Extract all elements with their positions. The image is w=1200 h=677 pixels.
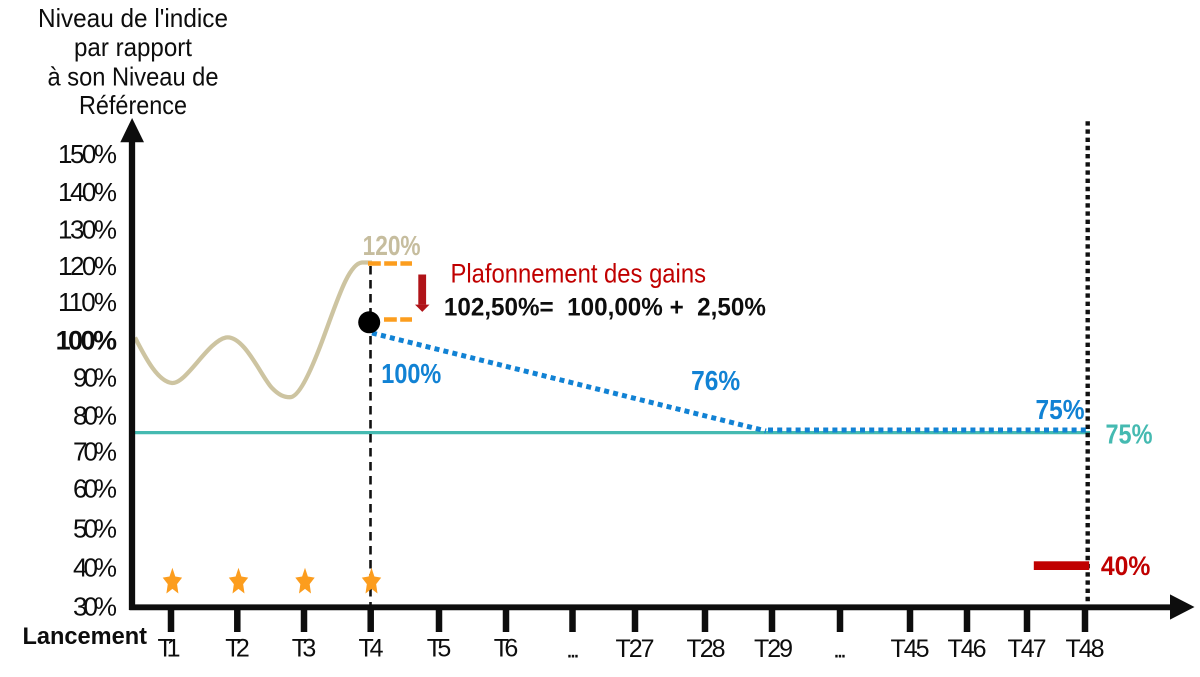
svg-text:T2: T2	[225, 635, 250, 663]
svg-text:T4: T4	[359, 635, 384, 663]
svg-text:T28: T28	[687, 635, 726, 663]
svg-text:70%: 70%	[73, 437, 117, 467]
svg-text:à son Niveau de: à son Niveau de	[48, 62, 219, 92]
svg-text:80%: 80%	[73, 401, 117, 431]
svg-text:100%: 100%	[381, 358, 441, 389]
svg-text:120%: 120%	[363, 230, 421, 261]
svg-text:40%: 40%	[1101, 551, 1151, 581]
svg-text:110%: 110%	[58, 287, 117, 317]
svg-text:T6: T6	[494, 635, 519, 663]
svg-text:140%: 140%	[58, 177, 117, 207]
svg-text:Lancement: Lancement	[23, 623, 148, 650]
svg-text:40%: 40%	[73, 553, 117, 583]
svg-text:75%: 75%	[1106, 419, 1153, 450]
svg-text:...: ...	[833, 636, 847, 664]
svg-text:T47: T47	[1008, 635, 1047, 663]
svg-text:T46: T46	[948, 635, 987, 663]
svg-text:T45: T45	[891, 635, 930, 663]
svg-text:60%: 60%	[73, 474, 117, 504]
svg-text:102,50%= 100,00% + 2,50%: 102,50%= 100,00% + 2,50%	[444, 294, 766, 322]
svg-text:130%: 130%	[58, 215, 117, 245]
svg-text:par rapport: par rapport	[74, 32, 193, 62]
svg-text:T27: T27	[616, 635, 655, 663]
svg-text:100%: 100%	[56, 326, 117, 356]
svg-text:150%: 150%	[58, 139, 117, 169]
svg-text:T29: T29	[754, 635, 793, 663]
svg-text:90%: 90%	[73, 363, 117, 393]
svg-text:T3: T3	[292, 635, 317, 663]
svg-text:Plafonnement des gains: Plafonnement des gains	[451, 259, 707, 289]
svg-text:76%: 76%	[691, 365, 740, 396]
svg-text:...: ...	[566, 636, 580, 664]
svg-text:75%: 75%	[1036, 394, 1085, 425]
svg-text:T48: T48	[1066, 635, 1105, 663]
svg-text:50%: 50%	[73, 514, 117, 544]
svg-text:30%: 30%	[73, 592, 117, 622]
svg-text:T5: T5	[427, 635, 452, 663]
svg-text:Référence: Référence	[79, 90, 187, 120]
svg-text:120%: 120%	[58, 251, 117, 281]
svg-text:T1: T1	[158, 635, 181, 663]
svg-text:Niveau de l'indice: Niveau de l'indice	[38, 3, 228, 33]
